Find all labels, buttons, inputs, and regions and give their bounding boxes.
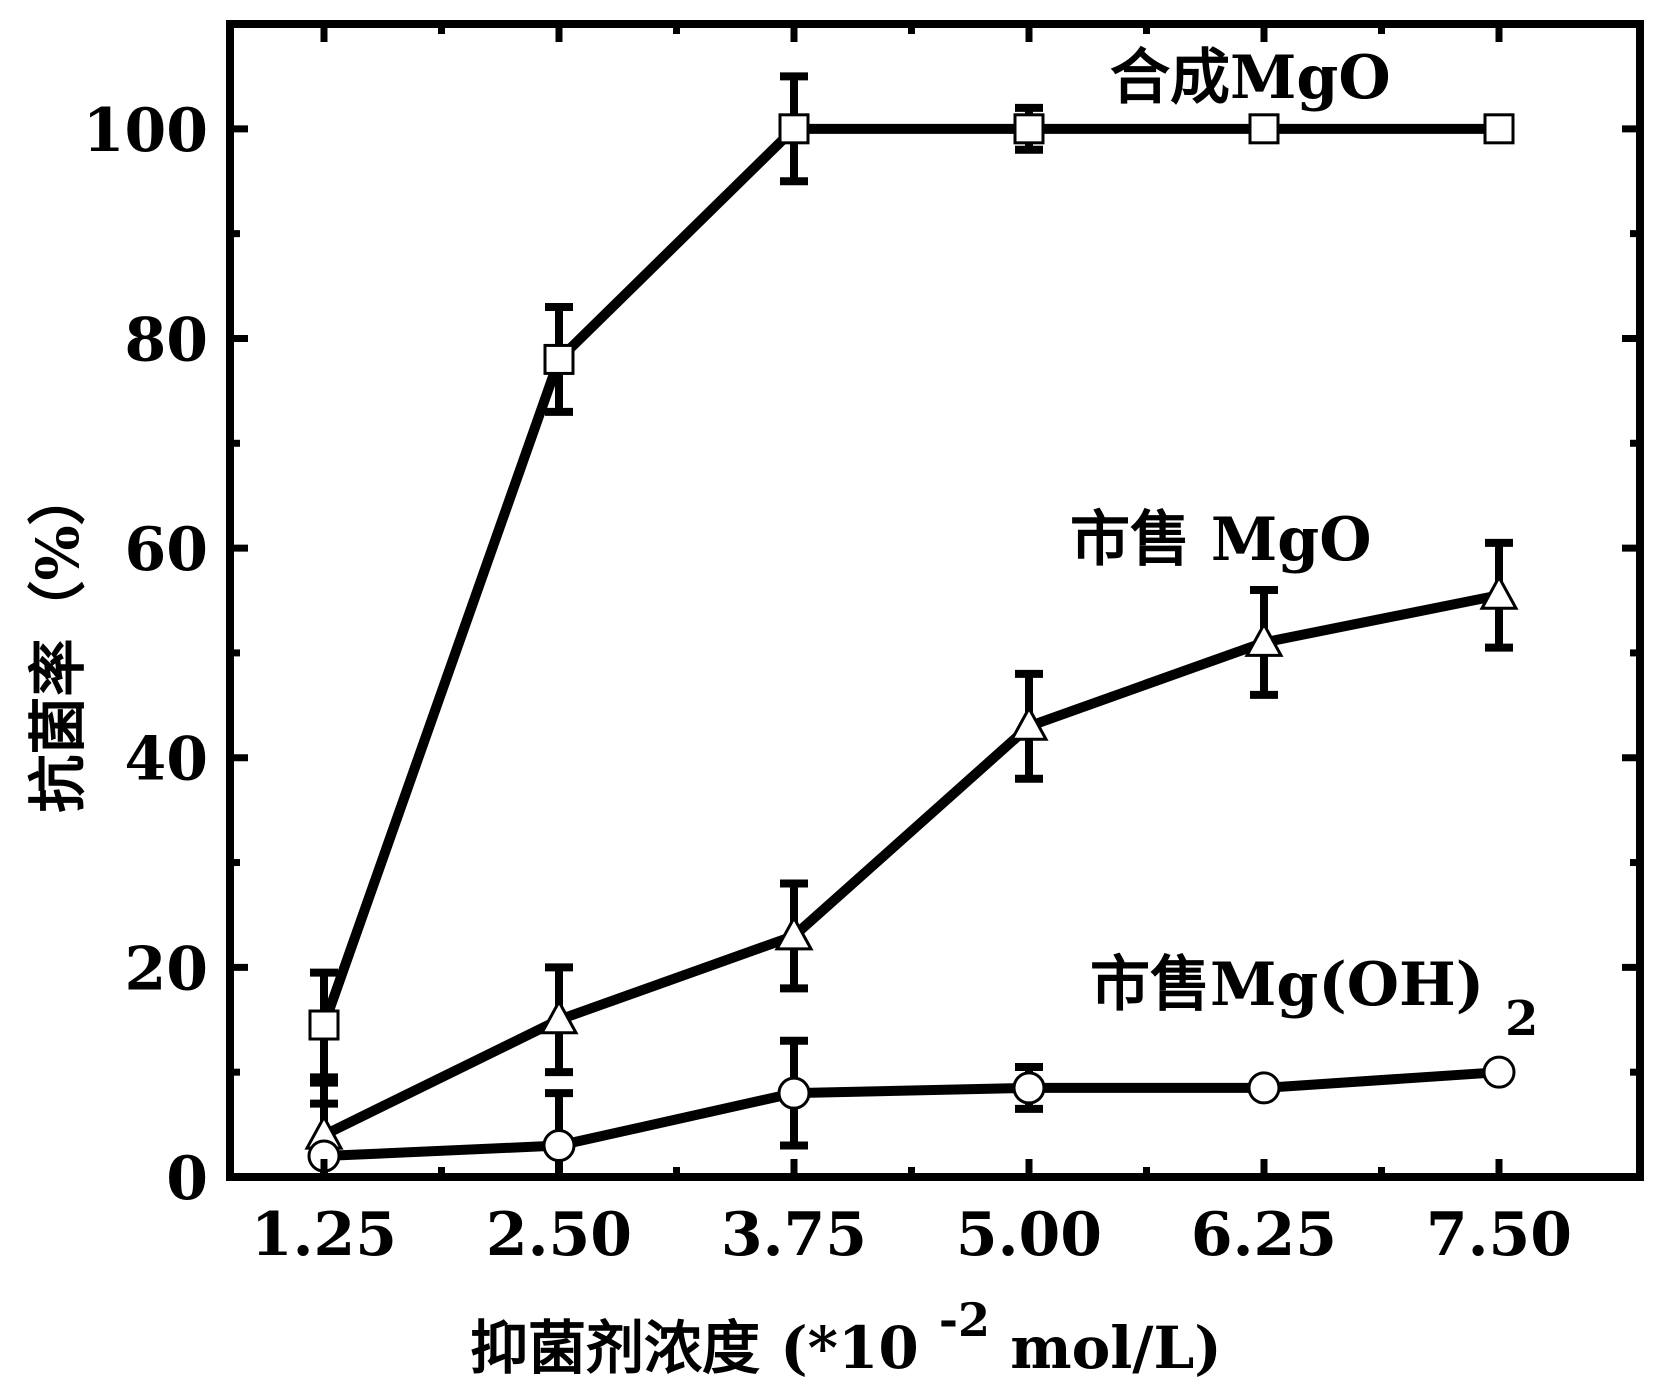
data-point-square	[308, 1009, 340, 1041]
plot-frame	[226, 20, 1644, 1181]
data-point-square	[1248, 113, 1280, 145]
x-tick-label: 5.00	[956, 1200, 1102, 1270]
x-axis-title-main: 抑菌剂浓度 (*10	[470, 1314, 919, 1382]
data-point-circle	[1482, 1055, 1516, 1089]
data-point-triangle	[1009, 705, 1049, 741]
y-tick-label: 0	[166, 1144, 208, 1214]
data-point-circle	[777, 1076, 811, 1110]
data-point-circle	[542, 1129, 576, 1163]
series-markers	[304, 113, 1519, 1173]
x-axis-title: 抑菌剂浓度 (*10 -2 mol/L)	[470, 1282, 1222, 1382]
x-axis-title-suffix: mol/L)	[1010, 1314, 1222, 1382]
data-point-triangle	[774, 914, 814, 951]
series-line	[323, 1067, 1500, 1162]
series-label-commercial-mgo: 市售 MgO	[1070, 505, 1372, 575]
data-point-triangle	[539, 998, 579, 1035]
data-point-square	[543, 343, 575, 375]
y-tick-label: 20	[125, 934, 209, 1004]
series-lines	[319, 123, 1500, 1162]
series-label-commercial-mgoh2: 市售Mg(OH) 2	[1090, 950, 1538, 1047]
series-line	[319, 123, 1499, 1027]
series-line	[321, 590, 1500, 1140]
data-point-square	[1483, 113, 1515, 145]
series-label-commercial-mgoh2-main: 市售Mg(OH)	[1090, 950, 1484, 1020]
series-label-commercial-mgoh2-subscript: 2	[1505, 991, 1538, 1047]
data-point-square	[778, 113, 810, 145]
data-point-triangle	[1479, 574, 1519, 610]
data-point-triangle	[1244, 621, 1284, 657]
y-tick-label: 40	[125, 725, 209, 795]
x-tick-label: 6.25	[1191, 1200, 1337, 1270]
y-tick-label: 100	[83, 96, 208, 166]
data-point-square	[1013, 113, 1045, 145]
x-tick-label: 3.75	[721, 1200, 867, 1270]
axes: 1.25 2.50 3.75 5.00 6.25 7.50 0 20 40 60 80 100	[83, 20, 1644, 1270]
y-tick-label: 80	[125, 305, 209, 375]
x-tick-label: 7.50	[1426, 1200, 1572, 1270]
data-point-circle	[1012, 1071, 1046, 1105]
y-axis-title: 抗菌率（%）	[24, 467, 92, 812]
x-tick-label: 1.25	[251, 1200, 397, 1270]
series-label-synth-mgo: 合成MgO	[1110, 43, 1391, 113]
x-tick-label: 2.50	[486, 1200, 632, 1270]
x-axis-title-exponent: -2	[939, 1293, 990, 1347]
data-point-circle	[1247, 1071, 1281, 1105]
y-tick-label: 60	[125, 515, 209, 585]
